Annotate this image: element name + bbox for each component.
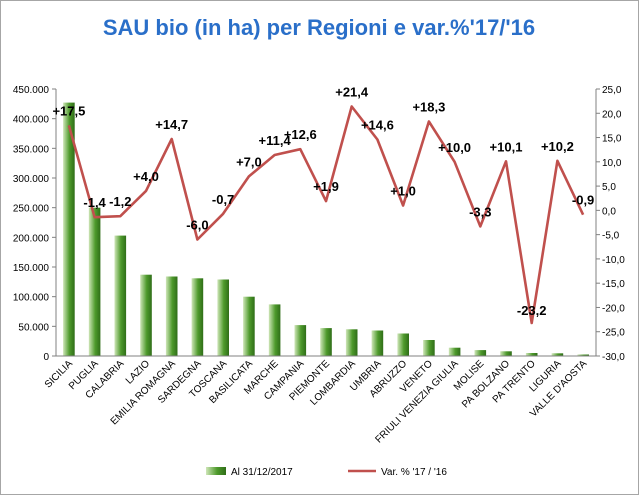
legend-bar-swatch xyxy=(206,467,226,475)
bar-9 xyxy=(268,304,281,356)
data-label-12: +21,4 xyxy=(335,85,369,100)
right-tick-label: -10,0 xyxy=(602,255,625,266)
line-layer xyxy=(67,105,585,325)
right-tick-label: -15,0 xyxy=(602,279,625,290)
right-tick-label: 5,0 xyxy=(602,182,616,193)
data-label-17: -3,3 xyxy=(469,204,491,219)
left-tick-label: 350.000 xyxy=(13,144,50,155)
right-tick-label: 25,0 xyxy=(602,85,622,96)
right-tick-label: 20,0 xyxy=(602,109,622,120)
data-label-19: -23,2 xyxy=(517,303,547,318)
bar-8 xyxy=(243,296,255,356)
data-label-10: +12,6 xyxy=(284,127,317,142)
right-tick-label: 15,0 xyxy=(602,134,622,145)
right-tick-label: 10,0 xyxy=(602,158,622,169)
left-tick-label: 400.000 xyxy=(13,115,50,126)
data-labels-layer: +17,5-1,4 -1,2+4,0+14,7-6,0-0,7+7,0+11,4+… xyxy=(52,85,594,319)
data-label-9: +11,4 xyxy=(259,133,292,148)
data-label-3: -1,2 xyxy=(109,194,131,209)
data-label-20: +10,2 xyxy=(541,139,574,154)
data-label-2: -1,4 xyxy=(83,195,106,210)
bar-20 xyxy=(551,353,564,356)
right-tick-label: 0,0 xyxy=(602,206,616,217)
right-tick-label: -5,0 xyxy=(602,231,620,242)
legend-line-label: Var. % '17 / '16 xyxy=(381,467,447,478)
legend-bar-label: Al 31/12/2017 xyxy=(231,467,293,478)
left-tick-label: 50.000 xyxy=(18,322,49,333)
bar-14 xyxy=(397,333,409,356)
bars-layer xyxy=(63,102,589,356)
data-label-11: +1,9 xyxy=(313,179,339,194)
left-tick-label: 150.000 xyxy=(13,263,50,274)
data-label-18: +10,1 xyxy=(490,139,523,154)
left-tick-label: 450.000 xyxy=(13,85,50,96)
data-label-1: +17,5 xyxy=(52,103,85,118)
bar-1 xyxy=(63,102,75,356)
right-tick-label: -30,0 xyxy=(602,352,625,363)
bar-21 xyxy=(577,354,589,356)
left-tick-label: 0 xyxy=(43,352,49,363)
data-label-13: +14,6 xyxy=(361,118,394,133)
left-tick-label: 300.000 xyxy=(13,174,50,185)
data-label-7: -0,7 xyxy=(212,192,234,207)
chart-title: SAU bio (in ha) per Regioni e var.%'17/'… xyxy=(103,15,535,40)
bar-7 xyxy=(217,279,229,356)
bar-4 xyxy=(140,274,152,356)
left-tick-label: 250.000 xyxy=(13,204,50,215)
data-label-6: -6,0 xyxy=(186,218,208,233)
bar-2 xyxy=(88,207,101,356)
data-label-16: +10,0 xyxy=(438,140,471,155)
data-label-5: +14,7 xyxy=(155,117,188,132)
bar-13 xyxy=(371,330,384,356)
data-label-4: +4,0 xyxy=(133,169,159,184)
legend: Al 31/12/2017 Var. % '17 / '16 xyxy=(206,467,447,478)
left-tick-label: 200.000 xyxy=(13,233,50,244)
left-tick-label: 100.000 xyxy=(13,293,50,304)
bar-17 xyxy=(474,350,487,356)
bar-11 xyxy=(320,328,332,356)
right-tick-label: -20,0 xyxy=(602,303,625,314)
bar-19 xyxy=(525,353,538,356)
bar-15 xyxy=(423,340,435,356)
bar-12 xyxy=(345,329,358,356)
bar-18 xyxy=(500,351,512,356)
bar-10 xyxy=(294,325,307,356)
data-label-15: +18,3 xyxy=(412,100,445,115)
bar-16 xyxy=(448,347,461,356)
data-label-14: +1,0 xyxy=(390,184,416,199)
right-tick-label: -25,0 xyxy=(602,328,625,339)
data-label-21: -0,9 xyxy=(572,193,594,208)
data-label-8: +7,0 xyxy=(236,154,262,169)
bar-6 xyxy=(191,278,204,356)
axes-layer: 0 50.000 100.000 150.000 200.000 250.000 300.0… xyxy=(13,85,625,446)
bar-3 xyxy=(114,235,127,356)
bar-5 xyxy=(165,276,178,356)
